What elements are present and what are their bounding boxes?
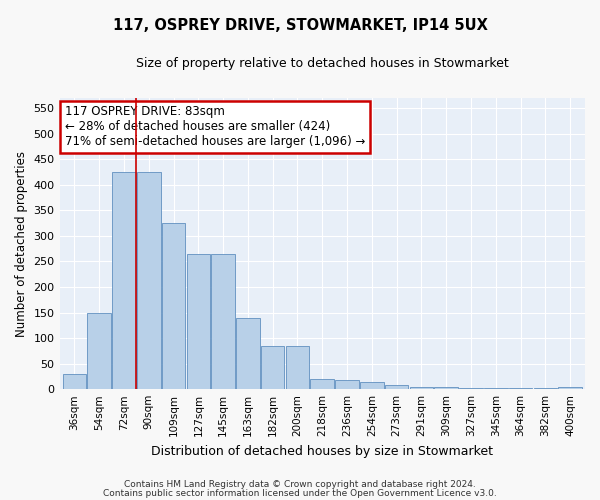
Bar	[112, 172, 136, 389]
Bar	[559, 386, 582, 389]
Bar	[211, 254, 235, 389]
Bar	[236, 318, 260, 389]
Bar	[187, 254, 210, 389]
Bar	[88, 312, 111, 389]
Bar	[137, 172, 161, 389]
Bar	[62, 374, 86, 389]
Bar	[310, 379, 334, 389]
Bar	[360, 382, 383, 389]
Bar	[434, 387, 458, 389]
Title: Size of property relative to detached houses in Stowmarket: Size of property relative to detached ho…	[136, 58, 509, 70]
Text: Contains HM Land Registry data © Crown copyright and database right 2024.: Contains HM Land Registry data © Crown c…	[124, 480, 476, 489]
Bar	[509, 388, 532, 389]
Bar	[533, 388, 557, 389]
Bar	[484, 388, 508, 389]
Bar	[410, 386, 433, 389]
Bar	[261, 346, 284, 389]
X-axis label: Distribution of detached houses by size in Stowmarket: Distribution of detached houses by size …	[151, 444, 493, 458]
Y-axis label: Number of detached properties: Number of detached properties	[15, 150, 28, 336]
Text: Contains public sector information licensed under the Open Government Licence v3: Contains public sector information licen…	[103, 488, 497, 498]
Text: 117, OSPREY DRIVE, STOWMARKET, IP14 5UX: 117, OSPREY DRIVE, STOWMARKET, IP14 5UX	[113, 18, 487, 32]
Bar	[286, 346, 309, 389]
Text: 117 OSPREY DRIVE: 83sqm
← 28% of detached houses are smaller (424)
71% of semi-d: 117 OSPREY DRIVE: 83sqm ← 28% of detache…	[65, 106, 365, 148]
Bar	[385, 385, 409, 389]
Bar	[162, 223, 185, 389]
Bar	[459, 388, 483, 389]
Bar	[335, 380, 359, 389]
